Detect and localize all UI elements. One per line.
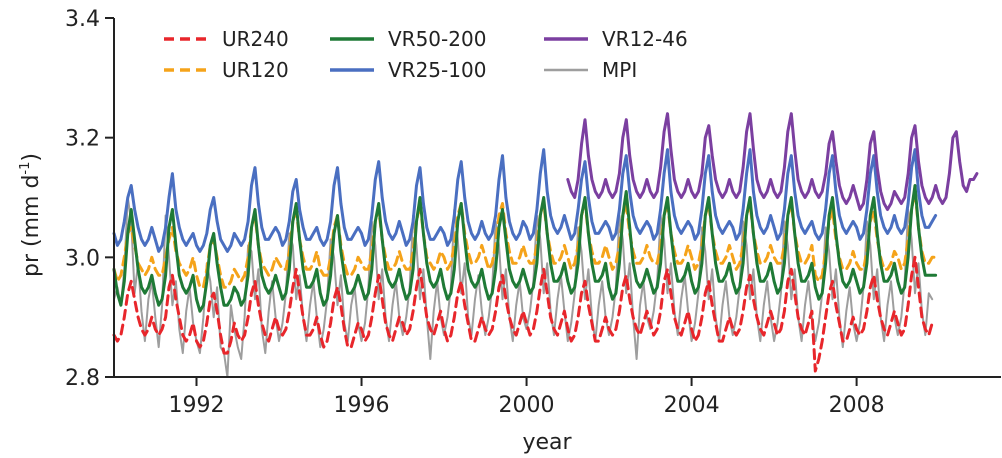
- y-axis-title: pr (mm d-1): [18, 153, 44, 277]
- legend-label: VR50-200: [388, 27, 486, 51]
- y-axis-title-superscript: -1: [18, 162, 33, 175]
- x-axis-ticks: 1992 1996 2000 2004 2008: [169, 377, 885, 418]
- x-tick-label: 2008: [829, 393, 885, 418]
- legend-item-vr50-200: VR50-200: [330, 27, 486, 51]
- legend-label: UR120: [222, 58, 289, 82]
- legend-label: VR25-100: [388, 58, 486, 82]
- legend-item-vr25-100: VR25-100: [330, 58, 486, 82]
- legend-item-vr12-46: VR12-46: [544, 27, 688, 51]
- x-tick-label: 2004: [664, 393, 720, 418]
- legend: UR240 UR120 VR50-200 VR25-100 VR12-46 MPI: [164, 27, 688, 82]
- series-line-vr12-46: [566, 112, 979, 211]
- legend-item-ur240: UR240: [164, 27, 289, 51]
- legend-item-mpi: MPI: [544, 58, 637, 82]
- legend-label: UR240: [222, 27, 289, 51]
- legend-label: MPI: [602, 58, 637, 82]
- x-tick-label: 1992: [169, 393, 225, 418]
- x-tick-label: 1996: [334, 393, 390, 418]
- legend-item-ur120: UR120: [164, 58, 289, 82]
- x-axis-title: year: [522, 430, 572, 455]
- y-tick-label: 3.2: [65, 127, 100, 152]
- y-tick-label: 3.0: [65, 246, 100, 271]
- series-line-ur240: [112, 255, 938, 373]
- legend-label: VR12-46: [602, 27, 688, 51]
- x-tick-label: 2000: [499, 393, 555, 418]
- y-tick-label: 3.4: [65, 7, 100, 32]
- series-line-vr25-100: [112, 148, 938, 253]
- series-line-vr50-200: [112, 184, 938, 313]
- plot-area: [112, 112, 979, 378]
- y-tick-label: 2.8: [65, 366, 100, 391]
- y-axis-ticks: 2.8 3.0 3.2 3.4: [65, 7, 114, 391]
